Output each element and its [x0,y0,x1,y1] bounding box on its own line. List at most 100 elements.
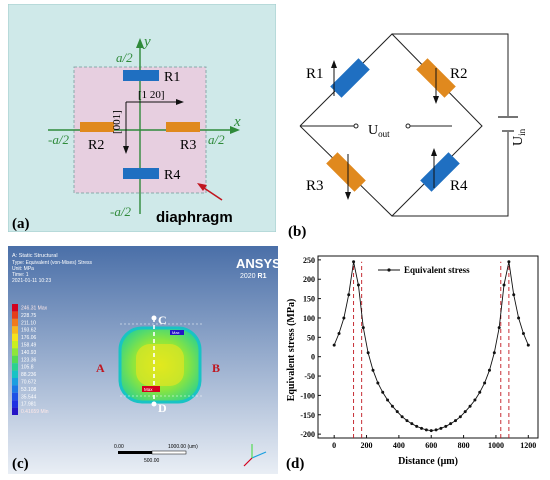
x-axis-arrow-icon [230,126,240,134]
result-date: 2021-01-11 10:23 [12,278,51,284]
data-point [395,410,399,414]
data-point [400,415,404,419]
legend-swatch [12,363,18,371]
panel-c: A: Static Structural Type: Equivalent (v… [8,246,281,474]
data-point [366,351,370,355]
legend-value: 228.75 [21,313,37,319]
point-b-label: B [212,361,220,375]
legend-swatch [12,355,18,364]
legend-value: 35.544 [21,394,37,400]
legend-value: 88.236 [21,372,37,378]
y-tick-label: 100 [303,314,315,323]
scale-label-mid: 500.00 [144,458,160,464]
point-d-marker [151,401,157,407]
legend-swatch [12,311,18,319]
data-point [497,326,501,330]
data-point [390,404,394,408]
data-point [521,331,525,335]
x-tick-label: 1200 [520,441,536,450]
data-point [347,293,351,297]
r2-arrow-icon [433,96,439,104]
legend-swatch [12,378,18,386]
y-axis-arrow-icon [136,38,144,48]
legend-value: 53.108 [21,387,37,393]
legend-swatch [12,348,18,356]
legend-value: 246.31 Max [21,306,48,312]
resistor-r2 [80,122,114,132]
bridge-r3-label: R3 [306,178,324,194]
reference-lines [353,261,510,438]
data-point [356,283,360,287]
data-point [449,422,453,426]
y-tick-label: -150 [300,411,315,420]
output-voltage-label: Uout [368,123,390,139]
x-tick-label: 400 [393,441,405,450]
panel-c-label: (c) [12,456,29,472]
data-point [439,426,443,430]
x-tick-label: 600 [425,441,437,450]
legend-swatch [12,333,18,341]
data-point [342,316,346,320]
legend-value: 158.49 [21,343,37,349]
ansys-brand: ANSYS [236,256,278,271]
r4-label: R4 [164,168,180,183]
y-tick-label: 150 [303,295,315,304]
bottom-bound-label: -a/2 [110,204,131,219]
y-tick-label: 200 [303,275,315,284]
direction-vertical-label: [001] [111,110,123,134]
bridge-r4-label: R4 [450,178,468,194]
direction-horizontal-arrow-icon [176,99,184,105]
data-point [352,260,356,264]
data-point [444,424,448,428]
x-tick-label: 1000 [488,441,504,450]
bridge-resistor-r4 [420,152,460,192]
data-point [386,398,390,402]
bridge-resistor-r3 [326,152,366,192]
data-point [468,404,472,408]
legend-value: 123.36 [21,357,37,363]
series-equivalent-stress [332,260,530,433]
scale-label-end: 1000.00 (um) [168,444,198,450]
panel-b-background [284,4,544,240]
legend-value: 0.41659 Min [21,409,49,415]
legend-value: 211.10 [21,320,36,326]
bridge-r2-label: R2 [450,66,468,82]
stress-chart: -200 -150 -100 -50 0 50 100 150 200 250 0 200 400 60… [282,246,546,474]
y-tick-label: -200 [300,430,315,439]
legend-value: 193.62 [21,328,37,334]
legend-value: 140.93 [21,350,37,356]
callout-arrow-icon [197,183,207,191]
top-bound-label: a/2 [116,50,133,65]
x-tick-label: 200 [361,441,373,450]
data-point [478,390,482,394]
left-bound-label: -a/2 [48,132,69,147]
data-point [517,316,521,320]
min-tag [170,330,184,335]
data-point [463,410,467,414]
resistor-r3 [166,122,200,132]
panel-d: -200 -150 -100 -50 0 50 100 150 200 250 0 200 400 60… [282,246,546,474]
y-axis-ticks: -200 -150 -100 -50 0 50 100 150 200 250 [300,256,321,439]
data-point [429,429,433,433]
right-bound-label: a/2 [208,132,225,147]
scale-bar-left [118,451,152,454]
scale-bar-right [151,450,187,455]
legend-marker [387,268,391,272]
legend-swatch [12,385,18,393]
result-time: Time: 1 [12,272,29,278]
legend-swatch [12,341,18,349]
bridge-r1-label: R1 [306,66,324,82]
min-tag-label: Max [172,330,180,335]
r1-arrow-icon [331,60,337,68]
y-tick-label: -100 [300,391,315,400]
panel-a-label: (a) [12,216,30,232]
data-point [361,326,365,330]
data-point [371,368,375,372]
point-c-marker [151,315,157,321]
r4-arrow-icon [431,148,437,156]
data-point [507,260,511,264]
data-point [434,428,438,432]
legend-swatch [12,326,18,334]
direction-vertical-arrow-icon [123,146,129,154]
